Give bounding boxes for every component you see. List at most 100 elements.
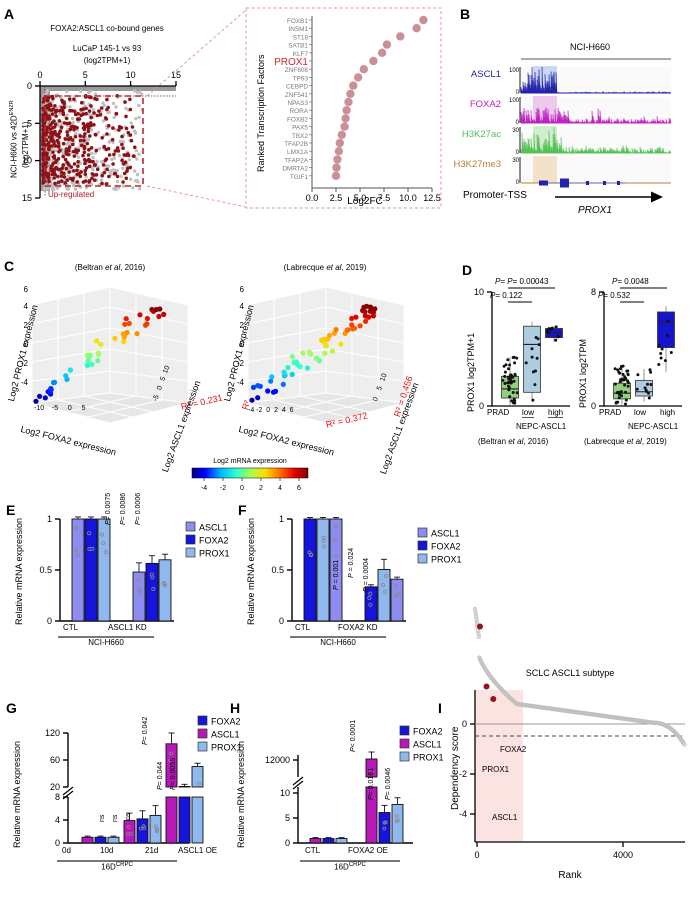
legend-swatch	[417, 553, 428, 564]
panel-g-pvalue-1: P= 0.042	[142, 716, 149, 745]
svg-text:4: 4	[24, 302, 29, 311]
scatter-point-3d	[157, 306, 163, 312]
scatter-point-3d	[156, 313, 162, 320]
panel-label-b: B	[460, 6, 471, 22]
ranked-tf-label: PROX1	[274, 57, 308, 68]
scatter-point-3d	[89, 361, 95, 367]
scatter-point-3d	[95, 358, 101, 364]
scatter-point-3d	[265, 388, 271, 394]
track-label: H3K27ac	[462, 129, 501, 140]
ranked-tf-label: PAX5	[292, 125, 308, 132]
panel-e-group-kd: ASCL1 KD	[108, 623, 147, 632]
panel-e-legend: ASCL1 FOXA2 PROX1	[185, 521, 254, 564]
panel-i-dependency-plot: 0 -2 -4 0 4000	[455, 606, 691, 870]
svg-text:0: 0	[279, 616, 284, 626]
panel-g-bracket-line	[57, 860, 177, 862]
scatter-point-3d	[126, 320, 132, 327]
svg-text:2: 2	[240, 321, 245, 330]
ranked-tf-dot	[359, 65, 368, 74]
ranked-tf-label: NPAS3	[288, 100, 309, 107]
panel-label-g: G	[6, 700, 17, 716]
ranked-tf-label: LMX1A	[287, 149, 309, 156]
legend-label: FOXA2	[211, 717, 241, 727]
ranked-tf-dot	[349, 81, 358, 90]
bar	[71, 518, 85, 622]
ranked-tf-label: SATB1	[288, 43, 308, 50]
legend-label: PROX1	[431, 555, 462, 565]
scatter-point-3d	[249, 397, 255, 403]
panel-f-bracket-label: NCI-H660	[320, 638, 356, 647]
panel-d-left-source: (Beltran et al, 2016)	[478, 437, 549, 446]
svg-text:0: 0	[462, 719, 467, 729]
ranked-tf-label: TBX2	[292, 133, 308, 140]
svg-text:2.5: 2.5	[330, 193, 343, 203]
svg-text:10: 10	[126, 70, 136, 80]
panel-c-right-title: (Labrecque et al, 2019)	[283, 263, 367, 272]
ranked-tf-dot	[353, 73, 363, 82]
panel-d-right-source: (Labrecque et al, 2019)	[584, 437, 667, 446]
panel-label-c: C	[4, 258, 15, 274]
scatter-point-3d	[255, 383, 261, 389]
scatter-point-3d	[268, 378, 274, 384]
panel-i-xlabel: Rank	[558, 870, 582, 881]
ranked-tf-dot	[346, 89, 355, 99]
panel-d-left-ylabel: PROX1 log2TPM+1	[466, 332, 476, 412]
svg-text:0: 0	[516, 180, 520, 186]
panel-g-ns-2: ns	[112, 814, 119, 822]
ranked-tf-dot	[344, 97, 353, 107]
panel-f-pvalue-2: P = 0.024	[348, 547, 355, 578]
scatter-point-3d	[300, 350, 306, 356]
scatter-point-3d	[297, 364, 303, 370]
legend-swatch	[417, 527, 428, 538]
ranked-tf-label: ZNF608	[285, 67, 309, 74]
svg-text:30: 30	[512, 158, 519, 164]
svg-text:-4: -4	[237, 378, 245, 387]
panel-c-right-3d-scatter: -4 -2 0 2 4 6	[228, 275, 428, 455]
svg-text:5.0: 5.0	[354, 193, 367, 203]
ranked-tf-dot	[334, 147, 344, 156]
svg-text:6: 6	[24, 285, 29, 294]
panel-g-condition: ASCL1 OE	[178, 846, 218, 855]
scatter-point-3d	[272, 388, 279, 394]
legend-swatch	[399, 725, 410, 736]
scatter-point-3d	[349, 315, 355, 322]
dependency-point-highlight	[477, 623, 483, 630]
panel-d-left-group-high: high	[548, 408, 564, 418]
panel-e-bracket-line	[58, 636, 154, 638]
scatter-point-3d	[161, 311, 167, 317]
colorbar-title: Log2 mRNA expression	[213, 458, 287, 465]
panel-a-upregulated-label: Up-regulated	[48, 190, 95, 199]
svg-text:2: 2	[259, 485, 263, 492]
scatter-point-3d	[48, 387, 54, 393]
scatter-point-3d	[250, 384, 257, 390]
panel-label-h: H	[230, 700, 241, 716]
bar	[84, 518, 98, 622]
svg-text:0.5: 0.5	[271, 565, 284, 575]
legend-label: PROX1	[413, 753, 444, 763]
panel-e-group-ctl: CTL	[63, 623, 79, 632]
svg-text:-4: -4	[459, 809, 467, 819]
panel-h-group-ctl: CTL	[305, 846, 321, 855]
legend-label: FOXA2	[199, 536, 229, 546]
ranked-tf-label: RORA	[290, 108, 309, 115]
ranked-tf-label: INSM1	[288, 26, 308, 33]
scatter-point-3d	[33, 398, 39, 404]
svg-text:5: 5	[83, 70, 88, 80]
svg-text:0: 0	[37, 70, 42, 80]
panel-g-barchart: 120 60 20 8 4 0	[24, 705, 204, 860]
panel-h-bracket-line	[300, 860, 400, 862]
panel-b-promoter-label: Promoter-TSS	[463, 190, 527, 201]
scatter-point-3d	[357, 323, 363, 329]
panel-label-i: I	[438, 700, 442, 716]
svg-text:0: 0	[27, 81, 32, 91]
legend-swatch	[197, 728, 208, 739]
legend-swatch	[399, 738, 410, 749]
panel-e-barchart: 1 0.5 0	[24, 505, 184, 645]
panel-f-pvalue-1: P = 0.001	[333, 559, 340, 590]
ranked-tf-dot	[396, 32, 405, 41]
svg-text:0: 0	[516, 90, 520, 96]
scatter-point-3d	[304, 365, 311, 371]
panel-g-pvalue-2: P= 0.044	[157, 761, 164, 790]
panel-label-e: E	[6, 502, 16, 518]
